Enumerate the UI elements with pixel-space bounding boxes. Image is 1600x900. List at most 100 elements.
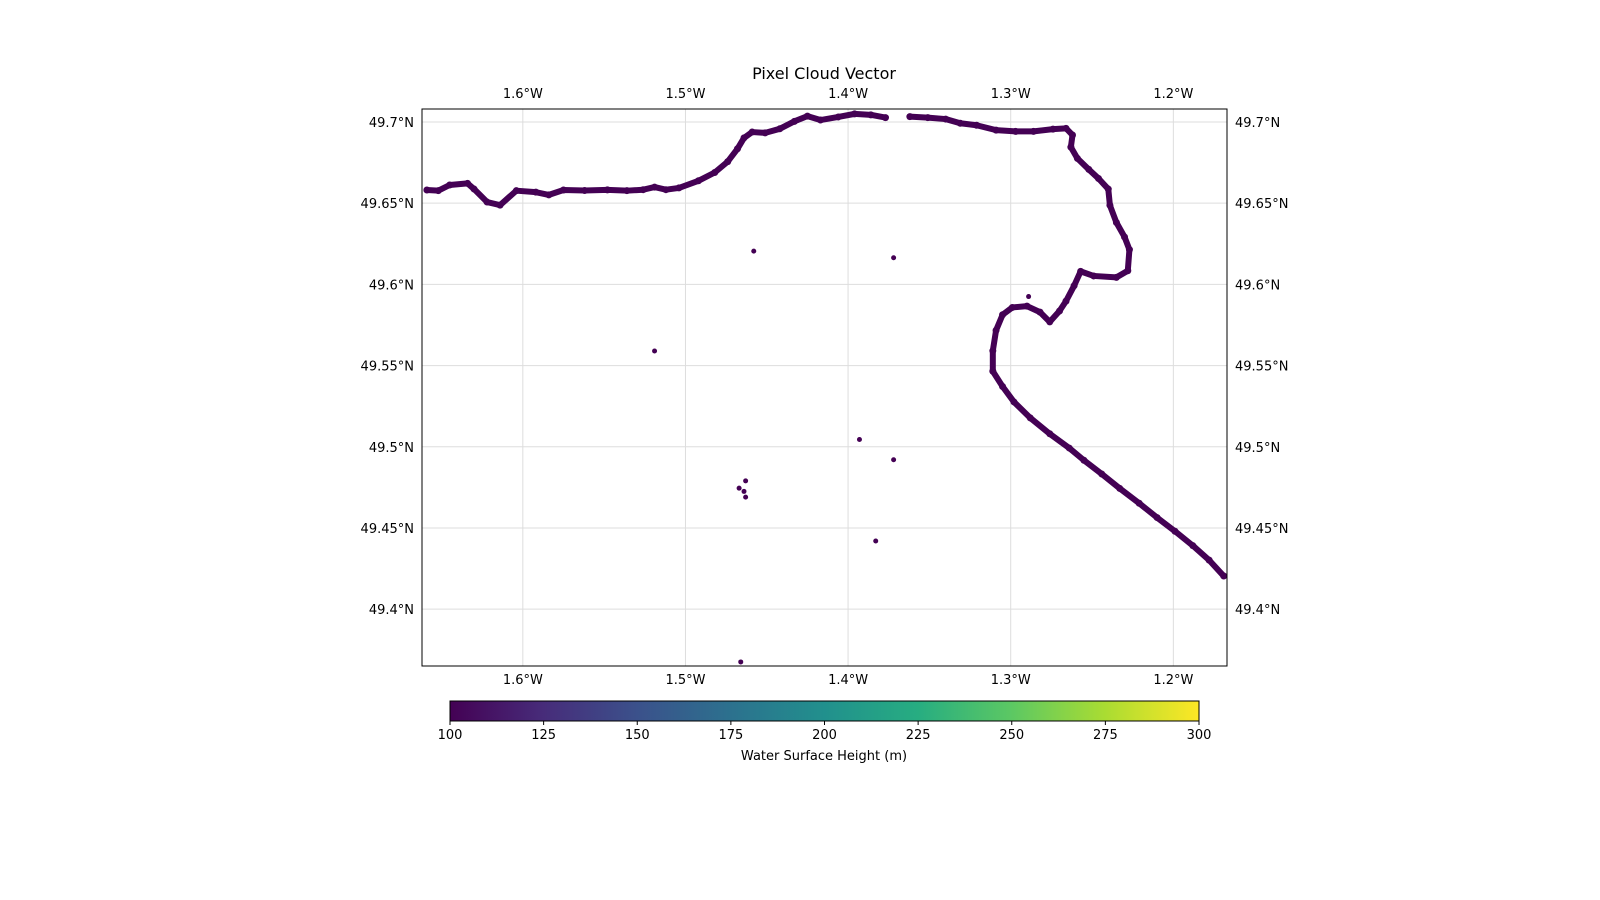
y-tick-label-left: 49.55°N — [361, 360, 414, 375]
coastline-pixels-east — [906, 113, 1227, 580]
x-tick-label-bottom: 1.3°W — [991, 673, 1031, 688]
y-tick-label-right: 49.4°N — [1235, 603, 1280, 618]
y-tick-label-left: 49.5°N — [369, 441, 414, 456]
colorbar-tick-label: 250 — [999, 728, 1024, 743]
pixel-point — [803, 112, 811, 120]
pixel-point — [496, 201, 504, 209]
pixel-point — [942, 115, 950, 123]
pixel-cloud-layer — [423, 110, 1227, 665]
pixel-point — [675, 184, 683, 192]
y-tick-label-right: 49.45°N — [1235, 522, 1288, 537]
colorbar-gradient — [449, 700, 1200, 722]
pixel-point — [581, 187, 589, 195]
pixel-point — [1205, 556, 1213, 564]
colorbar-label: Water Surface Height (m) — [741, 749, 907, 764]
pixel-point — [512, 187, 520, 195]
pixel-point — [1153, 514, 1161, 522]
pixel-point — [973, 121, 981, 129]
coastline-pixels-north — [423, 110, 889, 209]
isolated-pixel — [891, 457, 897, 463]
pixel-point — [1095, 175, 1103, 183]
pixel-point — [999, 311, 1007, 319]
pixel-point — [881, 114, 889, 122]
pixel-point — [1135, 499, 1143, 507]
x-tick-label-top: 1.4°W — [828, 87, 868, 102]
y-tick-label-right: 49.55°N — [1235, 360, 1288, 375]
colorbar-tick-label: 150 — [625, 728, 650, 743]
isolated-pixel — [741, 488, 747, 494]
x-tick-label-bottom: 1.2°W — [1153, 673, 1193, 688]
pixel-point — [989, 347, 997, 355]
pixel-point — [1124, 267, 1132, 275]
pixel-point — [1029, 127, 1037, 135]
colorbar-tick-label: 225 — [906, 728, 931, 743]
pixel-point — [423, 186, 431, 194]
pixel-point — [1112, 273, 1120, 281]
pixel-point — [662, 186, 670, 194]
pixel-point — [1062, 297, 1070, 305]
y-tick-label-left: 49.7°N — [369, 116, 414, 131]
pixel-point — [603, 186, 611, 194]
pixel-point — [867, 111, 875, 119]
pixel-point — [623, 187, 631, 195]
y-tick-label-right: 49.7°N — [1235, 116, 1280, 131]
map-frame — [421, 108, 1228, 667]
pixel-point — [761, 129, 769, 137]
pixel-point — [1036, 308, 1044, 316]
pixel-point — [992, 326, 1000, 334]
pixel-point — [1026, 414, 1034, 422]
colorbar-tick-label: 175 — [718, 728, 743, 743]
pixel-point — [559, 186, 567, 194]
y-tick-label-right: 49.5°N — [1235, 441, 1280, 456]
pixel-point — [1106, 201, 1114, 209]
pixel-point — [816, 116, 824, 124]
pixel-point — [1049, 125, 1057, 133]
pixel-point — [1008, 303, 1016, 311]
map-title: Pixel Cloud Vector — [752, 64, 896, 83]
y-tick-label-right: 49.6°N — [1235, 278, 1280, 293]
isolated-pixel — [873, 538, 879, 544]
colorbar-tick-label: 200 — [812, 728, 837, 743]
colorbar-ticks: 100 125 150 175 200 225 250 275 300 — [438, 721, 1211, 743]
pixel-point — [992, 126, 1000, 134]
isolated-pixel — [856, 436, 862, 442]
isolated-pixel — [738, 659, 744, 665]
pixel-point — [483, 198, 491, 206]
colorbar-tick-label: 125 — [531, 728, 556, 743]
pixel-point — [724, 158, 732, 166]
pixel-point — [1189, 542, 1197, 550]
x-tick-label-bottom: 1.4°W — [828, 673, 868, 688]
colorbar-tick-label: 275 — [1093, 728, 1118, 743]
pixel-point — [1055, 307, 1063, 315]
pixel-point — [999, 383, 1007, 391]
y-tick-label-left: 49.6°N — [369, 278, 414, 293]
pixel-point — [790, 117, 798, 125]
y-tick-label-left: 49.45°N — [361, 522, 414, 537]
pixel-point — [1046, 318, 1054, 326]
pixel-point — [694, 177, 702, 185]
pixel-point — [545, 191, 553, 199]
pixel-point — [1067, 143, 1075, 151]
x-tick-label-top: 1.5°W — [665, 87, 705, 102]
y-tick-label-right: 49.65°N — [1235, 197, 1288, 212]
pixel-point — [906, 113, 914, 121]
pixel-point — [1077, 267, 1085, 275]
pixel-point — [1125, 246, 1133, 254]
pixel-point — [989, 367, 997, 375]
pixel-point — [711, 168, 719, 176]
pixel-point — [639, 186, 647, 194]
pixel-point — [651, 183, 659, 191]
x-tick-label-bottom: 1.6°W — [503, 673, 543, 688]
pixel-point — [1098, 470, 1106, 478]
pixel-point — [1104, 185, 1112, 193]
pixel-point — [1112, 219, 1120, 227]
axis-ticks: 1.6°W 1.6°W 1.5°W 1.5°W 1.4°W 1.4°W 1.3°W 1.3°W… — [361, 87, 1289, 688]
isolated-pixel — [743, 478, 749, 484]
pixel-point — [956, 119, 964, 127]
pixel-point — [470, 185, 478, 193]
isolated-pixel — [891, 255, 897, 261]
colorbar-tick-label: 100 — [438, 728, 463, 743]
pixel-point — [532, 188, 540, 196]
pixel-point — [1121, 233, 1129, 241]
